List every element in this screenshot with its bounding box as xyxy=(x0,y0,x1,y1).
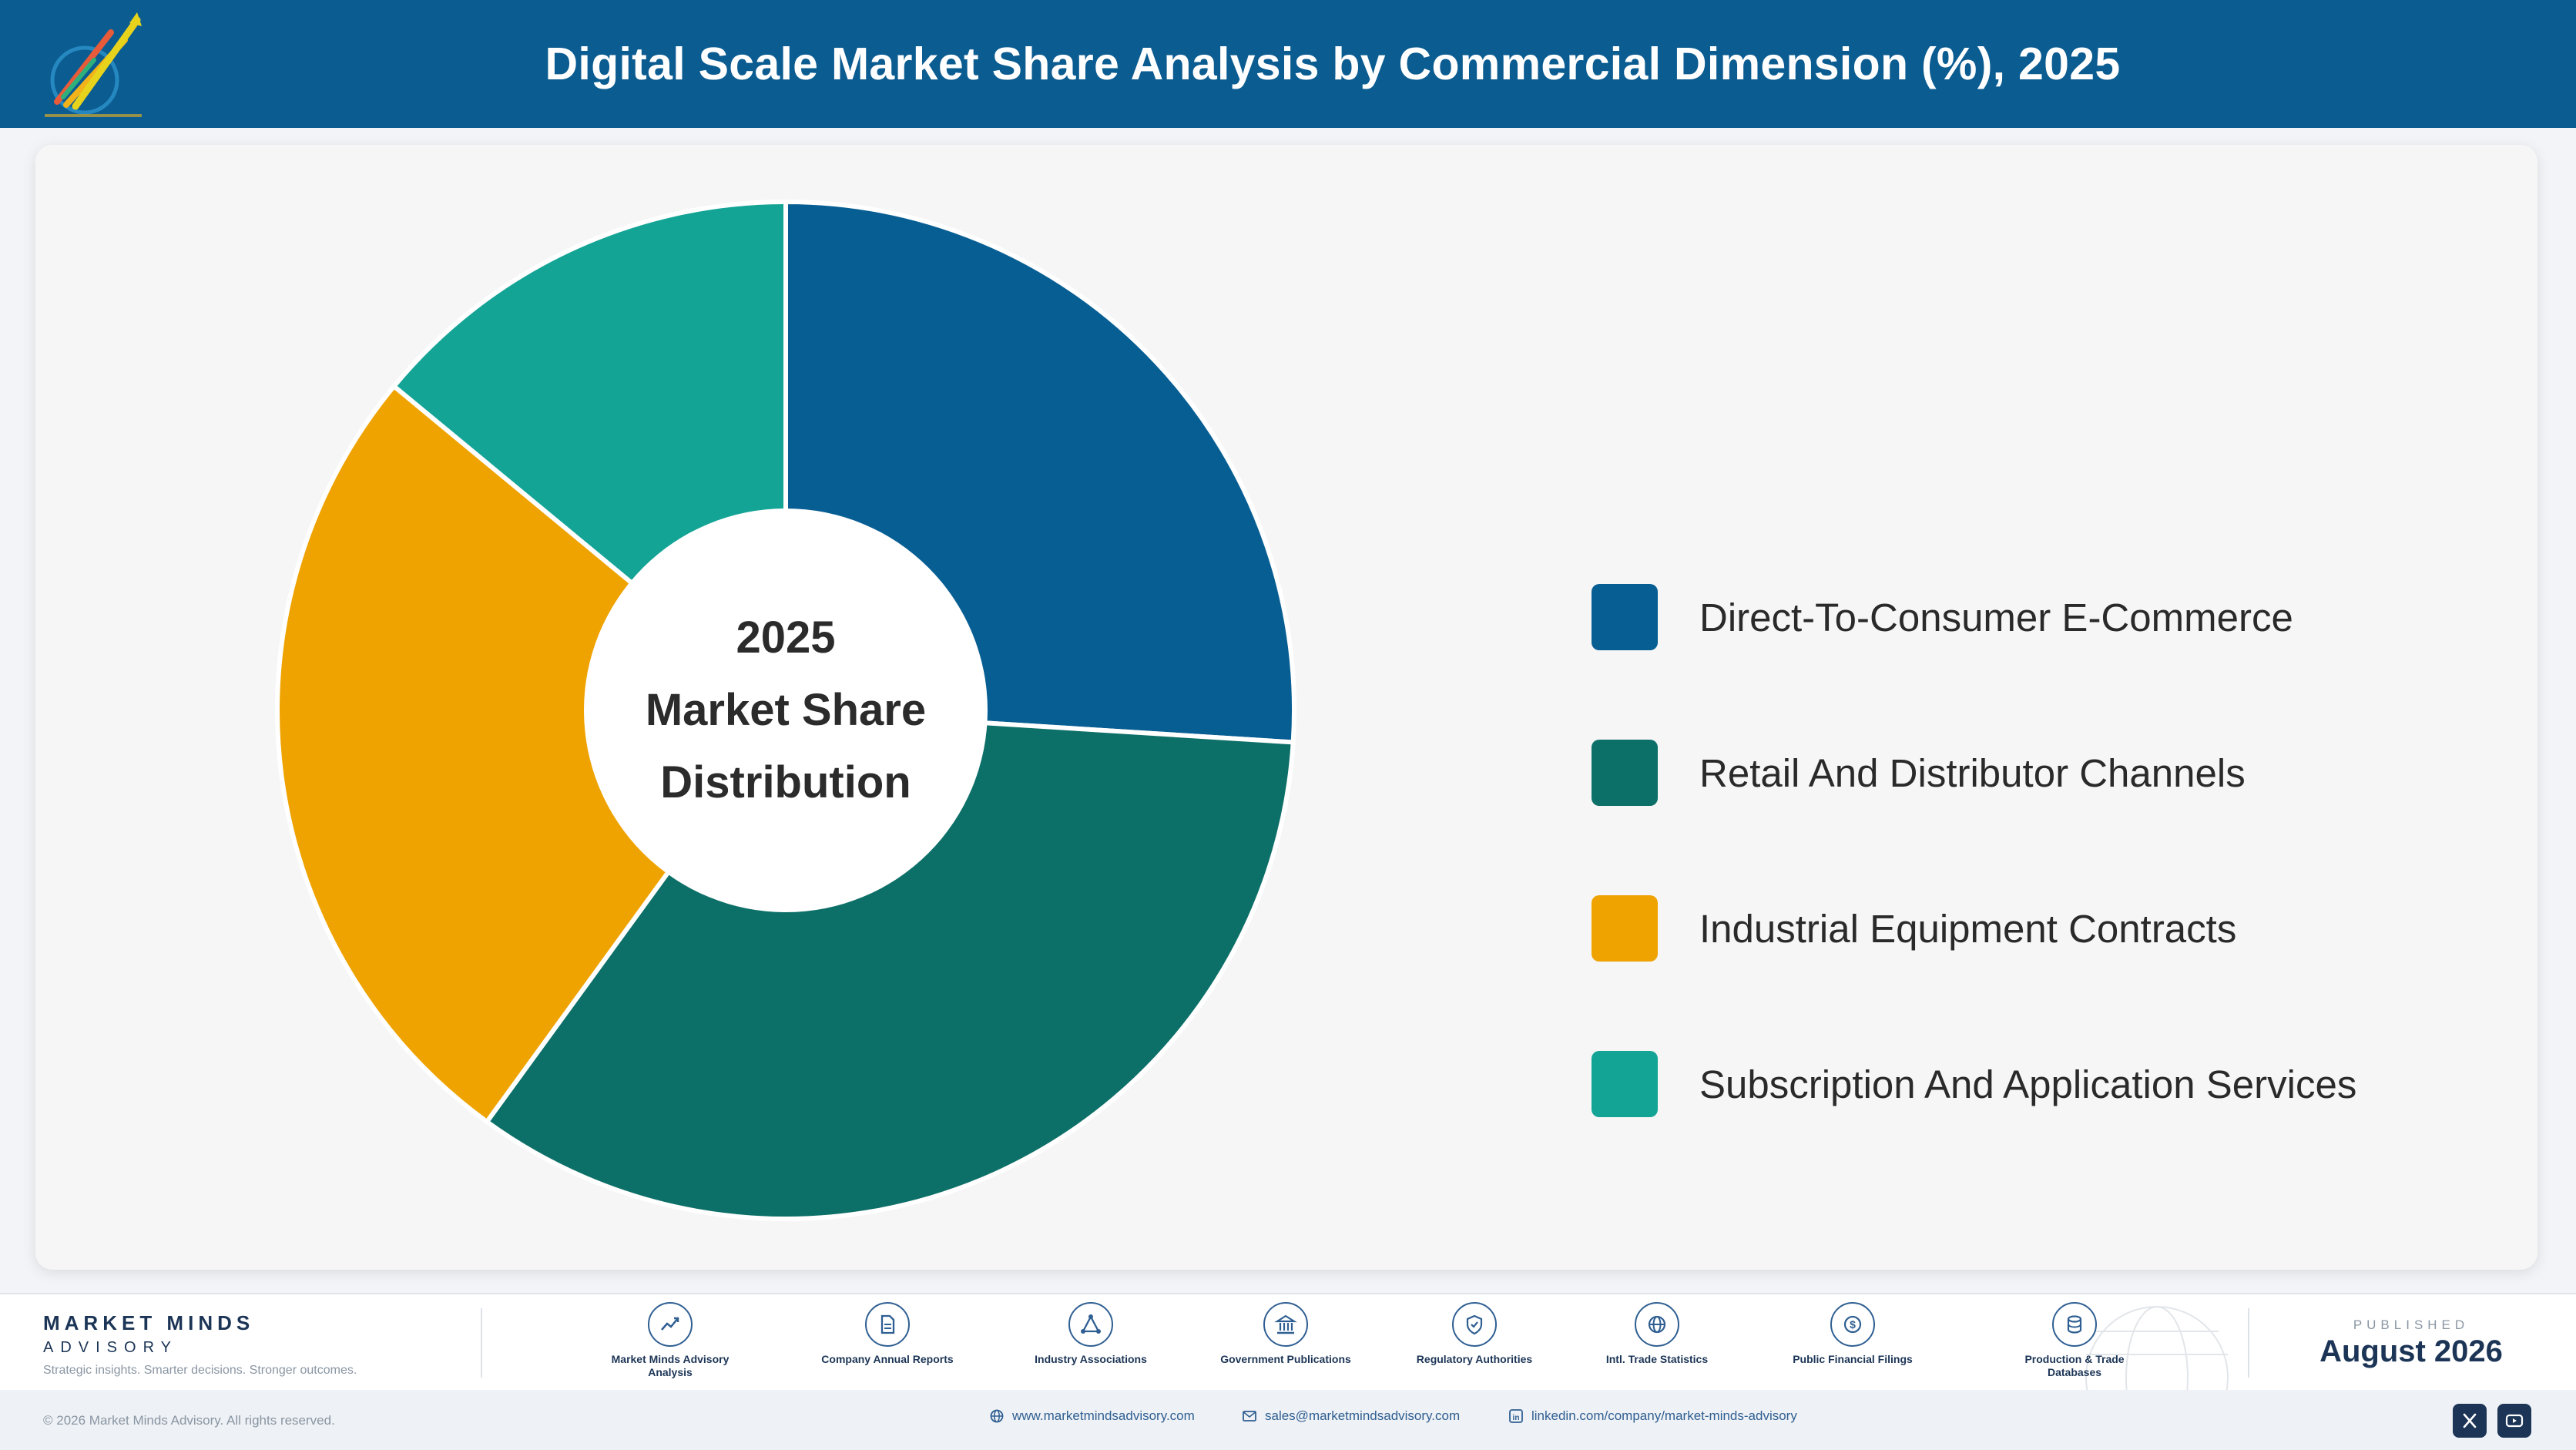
government-building-icon xyxy=(1263,1302,1308,1347)
source-item: Regulatory Authorities xyxy=(1397,1302,1551,1387)
linkedin-icon: in xyxy=(1509,1409,1523,1423)
network-icon xyxy=(1068,1302,1113,1347)
center-label-line-1: 2025 xyxy=(736,613,835,663)
source-label: Government Publications xyxy=(1220,1353,1351,1365)
divider xyxy=(2248,1308,2249,1378)
donut-hole xyxy=(584,509,988,912)
chart-card: 2025 Market Share Distribution Direct-To… xyxy=(35,145,2537,1270)
document-icon xyxy=(865,1302,910,1347)
source-label: Company Annual Reports xyxy=(821,1353,954,1365)
legend-swatch xyxy=(1592,895,1658,962)
email-text: sales@marketmindsadvisory.com xyxy=(1265,1408,1461,1423)
legend-item: Industrial Equipment Contracts xyxy=(1592,895,2516,962)
dollar-coin-icon: $ xyxy=(1830,1302,1875,1347)
bottom-bar: © 2026 Market Minds Advisory. All rights… xyxy=(0,1390,2576,1450)
youtube-icon xyxy=(2505,1414,2524,1428)
x-button[interactable] xyxy=(2453,1404,2487,1438)
source-item: Government Publications xyxy=(1209,1302,1363,1387)
legend-label: Subscription And Application Services xyxy=(1699,1062,2357,1106)
divider xyxy=(481,1308,482,1378)
source-label: Intl. Trade Statistics xyxy=(1605,1353,1709,1365)
pie-slice-3 xyxy=(275,383,790,1126)
legend-swatch xyxy=(1592,584,1658,650)
source-item: Industry Associations xyxy=(1014,1302,1168,1387)
source-item: Market Minds Advisory Analysis xyxy=(593,1302,747,1387)
trend-chart-icon xyxy=(648,1302,693,1347)
header-bar: Digital Scale Market Share Analysis by C… xyxy=(0,0,2576,128)
published-date: August 2026 xyxy=(2319,1334,2503,1368)
linkedin-link[interactable]: in linkedin.com/company/market-minds-adv… xyxy=(1508,1408,1797,1424)
x-icon xyxy=(2463,1413,2477,1428)
shield-check-icon xyxy=(1452,1302,1497,1347)
website-text: www.marketmindsadvisory.com xyxy=(1012,1408,1195,1423)
brand-subtitle: ADVISORY xyxy=(43,1339,178,1356)
source-label: Public Financial Filings xyxy=(1793,1353,1913,1365)
pie-slice-2 xyxy=(483,707,1296,1221)
footer: MARKET MINDS ADVISORY Strategic insights… xyxy=(0,1293,2576,1391)
website-link[interactable]: www.marketmindsadvisory.com xyxy=(989,1408,1195,1424)
copyright: © 2026 Market Minds Advisory. All rights… xyxy=(43,1413,335,1428)
brand-tagline: Strategic insights. Smarter decisions. S… xyxy=(43,1364,357,1377)
legend-item: Retail And Distributor Channels xyxy=(1592,740,2516,806)
source-item: Company Annual Reports xyxy=(810,1302,964,1387)
globe-watermark-icon xyxy=(2085,1306,2229,1391)
legend-label: Industrial Equipment Contracts xyxy=(1699,906,2237,951)
legend-swatch xyxy=(1592,740,1658,806)
chart-title: Digital Scale Market Share Analysis by C… xyxy=(545,39,2121,89)
source-label: Industry Associations xyxy=(1035,1353,1147,1365)
youtube-button[interactable] xyxy=(2497,1404,2531,1438)
legend-label: Direct-To-Consumer E-Commerce xyxy=(1699,595,2293,639)
center-label-line-2: Market Share xyxy=(646,685,926,735)
market-minds-logo xyxy=(45,12,142,117)
mail-icon xyxy=(1243,1411,1256,1421)
legend-label: Retail And Distributor Channels xyxy=(1699,750,2246,795)
svg-text:$: $ xyxy=(1850,1318,1856,1331)
database-icon xyxy=(2052,1302,2097,1347)
published-label: PUBLISHED xyxy=(2353,1317,2470,1332)
linkedin-text: linkedin.com/company/market-minds-adviso… xyxy=(1531,1408,1797,1423)
email-link[interactable]: sales@marketmindsadvisory.com xyxy=(1242,1408,1460,1424)
svg-text:in: in xyxy=(1513,1414,1520,1422)
legend-item: Direct-To-Consumer E-Commerce xyxy=(1592,584,2516,650)
source-label: Regulatory Authorities xyxy=(1416,1353,1533,1365)
source-label: Market Minds Advisory Analysis xyxy=(611,1353,730,1378)
source-item: Intl. Trade Statistics xyxy=(1580,1302,1734,1387)
source-item: $ Public Financial Filings xyxy=(1776,1302,1930,1387)
center-label-line-3: Distribution xyxy=(660,757,911,807)
globe-icon xyxy=(1635,1302,1679,1347)
source-item: Production & Trade Databases xyxy=(1997,1302,2152,1387)
pie-chart: 2025 Market Share Distribution xyxy=(275,199,1297,1221)
globe-icon xyxy=(990,1409,1004,1423)
legend-swatch xyxy=(1592,1051,1658,1117)
brand-name: MARKET MINDS xyxy=(43,1311,255,1334)
legend-item: Subscription And Application Services xyxy=(1592,1051,2516,1117)
source-label: Production & Trade Databases xyxy=(2024,1353,2125,1378)
